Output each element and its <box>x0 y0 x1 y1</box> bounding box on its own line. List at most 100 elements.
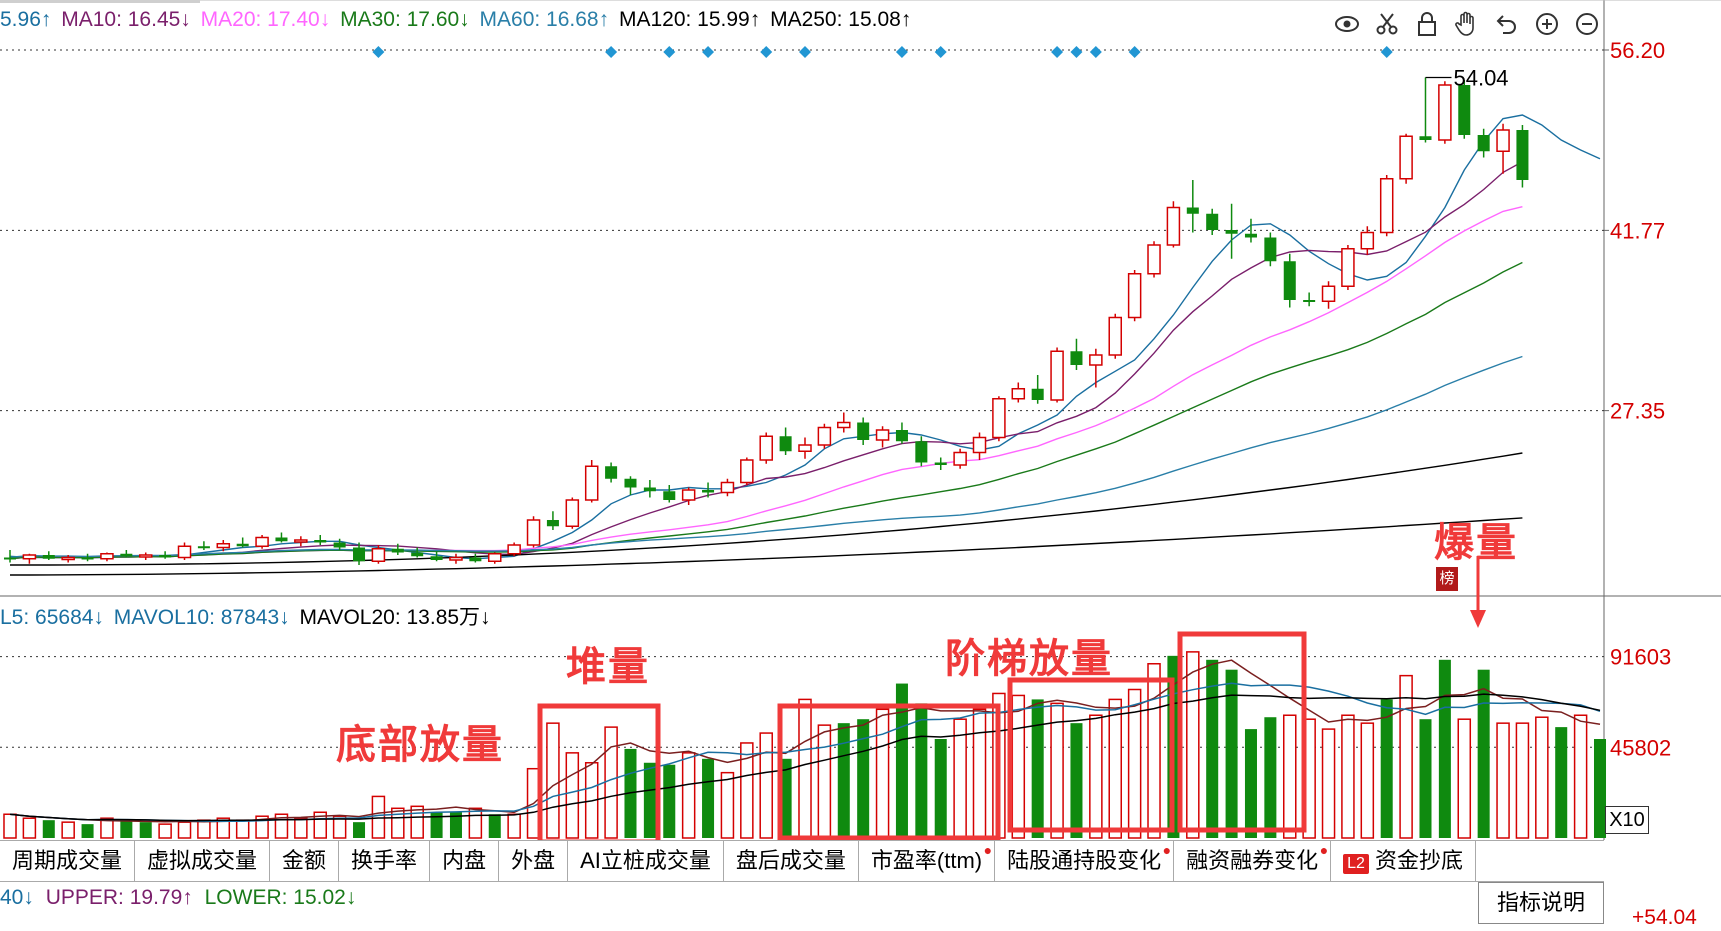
tab-label: 陆股通持股变化 <box>1007 848 1162 873</box>
price-tick-label: 56.20 <box>1610 38 1665 63</box>
candle-body <box>81 557 94 560</box>
ma-legend: 5.96↑ MA10: 16.45↓ MA20: 17.40↓ MA30: 17… <box>0 6 1320 34</box>
volume-bar <box>837 723 850 838</box>
ma10-line <box>9 161 1523 560</box>
chart-toolbar <box>1330 8 1604 40</box>
burst-arrow-head <box>1470 610 1486 628</box>
eye-icon[interactable] <box>1330 8 1364 40</box>
tab-7[interactable]: 盘后成交量 <box>724 841 859 881</box>
tab-10[interactable]: 融资融券变化 ● <box>1174 841 1332 881</box>
ma60-label: MA60: 16.68↑ <box>479 8 610 31</box>
tab-label: 资金抄底 <box>1374 848 1463 873</box>
candle-body <box>507 544 521 555</box>
candle-body <box>1186 207 1199 214</box>
volume-bar <box>643 762 656 838</box>
candle-body <box>430 556 443 560</box>
candle-body <box>3 557 17 560</box>
candle-body <box>1496 129 1510 152</box>
volume-bar <box>779 758 792 838</box>
candle-body <box>643 487 656 492</box>
candle-body <box>681 489 696 501</box>
volume-bar <box>1515 722 1530 839</box>
undo-icon[interactable] <box>1490 8 1524 40</box>
volume-bar <box>1438 659 1451 838</box>
volume-bar <box>720 771 735 839</box>
candle-body <box>1127 273 1142 319</box>
volume-bar <box>604 726 618 839</box>
tab-2[interactable]: 金额 <box>270 841 340 881</box>
hand-icon[interactable] <box>1450 8 1484 40</box>
tab-3[interactable]: 换手率 <box>339 841 431 881</box>
tab-0[interactable]: 周期成交量 <box>0 841 136 881</box>
zoom-in-icon[interactable] <box>1530 8 1564 40</box>
indicator-help-button[interactable]: 指标说明 <box>1478 882 1604 924</box>
zoom-out-icon[interactable] <box>1570 8 1604 40</box>
candle-body <box>1244 233 1257 238</box>
volume-bar <box>1031 699 1044 838</box>
volume-bar <box>1457 718 1472 839</box>
signal-diamond-icon <box>760 46 773 58</box>
tab-9[interactable]: 陆股通持股变化 ● <box>995 841 1175 881</box>
candle-body <box>624 478 637 488</box>
volume-bar <box>1264 717 1277 838</box>
candle-body <box>702 490 715 493</box>
ma10-label: MA10: 16.45↓ <box>61 8 191 31</box>
candle-body <box>333 542 346 548</box>
volume-bar <box>1282 714 1297 839</box>
candle-body <box>1321 285 1336 302</box>
boll-mid-label: 40↓ <box>0 886 34 909</box>
new-dot-icon: ● <box>1319 842 1329 858</box>
volume-bar <box>332 815 347 839</box>
candle-body <box>663 491 676 500</box>
max-price-label: 54.04 <box>1453 66 1508 91</box>
volume-bar <box>1496 722 1510 839</box>
tab-6[interactable]: AI立桩成交量 <box>568 841 724 881</box>
volume-bar <box>3 813 17 839</box>
rank-badge[interactable]: 榜 <box>1436 567 1458 591</box>
candle-body <box>1516 130 1529 180</box>
tab-label: 融资融券变化 <box>1186 848 1319 873</box>
volume-bar <box>972 708 987 839</box>
price-tick-label: 41.77 <box>1610 218 1665 243</box>
volume-bar <box>488 814 501 838</box>
volume-bar <box>875 708 890 839</box>
ma5-label: 5.96↑ <box>0 8 52 31</box>
volume-bar <box>565 752 580 839</box>
volume-bar <box>1477 669 1490 838</box>
candle-body <box>934 462 947 465</box>
candle-body <box>177 545 192 559</box>
volume-bar <box>255 815 269 839</box>
signal-diamond-icon <box>1128 46 1141 58</box>
volume-bar <box>915 703 928 838</box>
volume-ma5-line <box>9 659 1601 823</box>
candle-body <box>1360 231 1375 250</box>
lock-icon[interactable] <box>1410 8 1444 40</box>
tab-4[interactable]: 内盘 <box>430 841 500 881</box>
volume-bar <box>740 742 754 839</box>
tab-5[interactable]: 外盘 <box>499 841 569 881</box>
mavol10-label: MAVOL10: 87843↓ <box>113 606 290 629</box>
tab-8[interactable]: 市盈率(ttm) ● <box>859 841 996 881</box>
candle-body <box>798 444 812 452</box>
volume-bar <box>353 822 366 838</box>
boll-corner-value: +54.04 <box>1632 906 1697 929</box>
signal-diamond-icon <box>1070 46 1083 58</box>
tab-1[interactable]: 虚拟成交量 <box>135 841 271 881</box>
tab-label: 周期成交量 <box>12 848 123 873</box>
ma60-line <box>9 355 1523 558</box>
candle-body <box>216 543 231 549</box>
tab-label: 内盘 <box>442 848 487 873</box>
scissors-icon[interactable] <box>1370 8 1404 40</box>
ma250-line <box>10 517 1523 576</box>
volume-bar <box>1419 719 1432 838</box>
volume-bar <box>895 683 908 838</box>
annotation-burst-volume: 爆量 <box>1434 521 1518 565</box>
candle-body <box>779 436 792 452</box>
tab-label: 市盈率(ttm) <box>870 848 983 873</box>
volume-bar <box>798 698 812 839</box>
tab-11[interactable]: L2 资金抄底 <box>1331 841 1476 881</box>
candle-body <box>275 537 288 542</box>
volume-bar <box>857 719 870 838</box>
candle-body <box>895 430 908 442</box>
candle-body <box>992 398 1006 439</box>
